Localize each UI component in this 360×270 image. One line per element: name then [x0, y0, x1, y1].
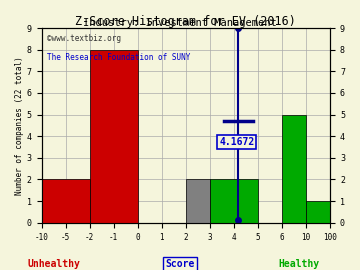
Text: 4.1672: 4.1672 — [219, 137, 255, 147]
Bar — [41, 180, 90, 223]
Bar — [186, 180, 210, 223]
Text: Industry: Investment Management: Industry: Investment Management — [83, 18, 277, 28]
Text: The Research Foundation of SUNY: The Research Foundation of SUNY — [47, 53, 191, 62]
Text: Score: Score — [165, 259, 195, 269]
Bar — [210, 180, 258, 223]
Y-axis label: Number of companies (22 total): Number of companies (22 total) — [15, 56, 24, 195]
Bar — [90, 50, 138, 223]
Text: ©www.textbiz.org: ©www.textbiz.org — [47, 34, 121, 43]
Bar — [282, 114, 306, 223]
Text: Healthy: Healthy — [278, 259, 319, 269]
Title: Z-Score Histogram for EV (2016): Z-Score Histogram for EV (2016) — [76, 15, 296, 28]
Text: Unhealthy: Unhealthy — [28, 259, 80, 269]
Bar — [306, 201, 330, 223]
